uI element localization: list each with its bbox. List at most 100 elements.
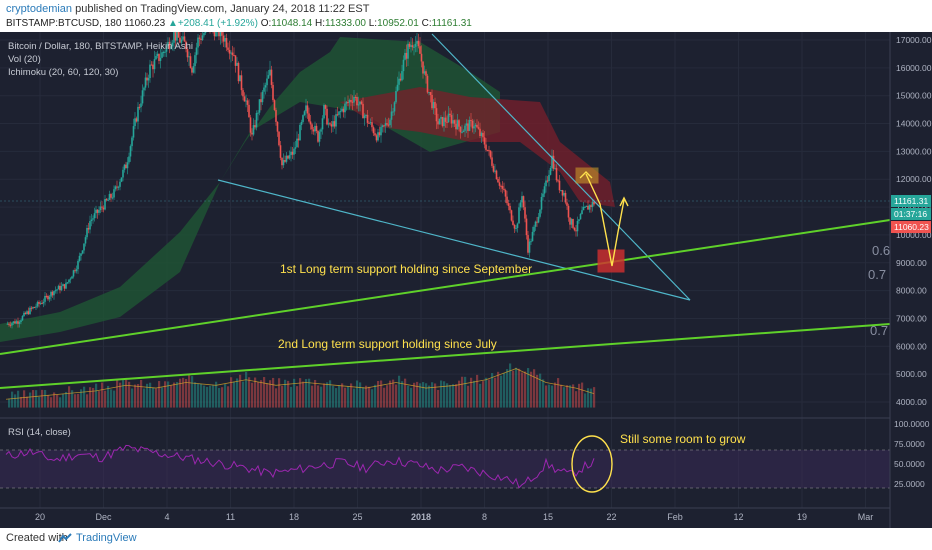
candle-body (588, 205, 591, 210)
candle-body (540, 196, 543, 210)
candle-body (305, 105, 307, 112)
volume-bar (197, 383, 200, 408)
volume-bar (425, 383, 428, 408)
candle-body (186, 49, 189, 58)
candle-body (330, 124, 333, 127)
candle-body (576, 220, 579, 232)
volume-bar (452, 384, 455, 408)
volume-bar (548, 384, 551, 408)
candle-body (360, 101, 363, 104)
volume-bar (62, 393, 65, 408)
candle-body (92, 218, 94, 220)
chart-area[interactable]: 17000.00 16000.00 15000.00 14000.00 13000.00… (0, 32, 932, 528)
candle-body (198, 37, 201, 39)
candle-body (590, 205, 592, 207)
volume-bar (572, 384, 575, 408)
candle-body (335, 114, 337, 127)
volume-bar (23, 390, 26, 408)
volume-bar (188, 375, 191, 408)
rsi-line (5, 444, 595, 489)
candle-body (272, 84, 274, 101)
candle-body (143, 87, 145, 91)
volume-bar (65, 391, 68, 408)
publish-info: cryptodemian published on TradingView.co… (6, 3, 369, 15)
volume-bar (428, 385, 431, 408)
candle-body (45, 295, 48, 297)
tradingview-link[interactable]: TradingView (76, 532, 137, 544)
candle-body (473, 126, 475, 129)
candle-body (371, 122, 373, 128)
candle-body (189, 56, 192, 68)
volume-bar (263, 377, 266, 408)
high-value: 11333.00 (325, 18, 366, 29)
candle-body (191, 67, 193, 73)
candle-body (155, 55, 157, 60)
time-tick-label: 19 (797, 512, 807, 522)
candle-body (569, 217, 571, 225)
candle-body (278, 131, 280, 146)
volume-bar (245, 371, 248, 408)
candle-body (167, 41, 169, 46)
volume-bar (119, 382, 122, 408)
annotation-support-2: 2nd Long term support holding since July (278, 337, 497, 351)
candle-body (42, 301, 45, 304)
candle-body (417, 40, 420, 47)
candle-body (363, 115, 366, 119)
author-link[interactable]: cryptodemian (6, 3, 73, 15)
candle-body (344, 103, 346, 113)
candle-body (450, 115, 453, 124)
candle-body (375, 135, 378, 141)
candle-body (485, 144, 487, 150)
candle-body (593, 201, 595, 205)
volume-bar (233, 381, 236, 408)
candle-body (318, 131, 321, 142)
volume-bar (359, 382, 362, 408)
ichimoku-cloud (0, 37, 615, 342)
candle-body (243, 96, 246, 102)
candle-body (204, 32, 207, 34)
candle-body (59, 285, 61, 291)
candle-body (153, 59, 156, 70)
volume-bar (80, 389, 83, 408)
candle-body (467, 123, 469, 131)
chart-canvas[interactable]: 17000.00 16000.00 15000.00 14000.00 13000.00… (0, 32, 932, 528)
volume-bar (383, 387, 386, 408)
badge-timer-bg (891, 208, 931, 220)
volume-bar (152, 387, 155, 408)
volume-bar (476, 374, 479, 408)
grid (0, 32, 890, 508)
volume-bar (161, 387, 164, 408)
volume-bar (125, 379, 128, 408)
candle-body (573, 227, 576, 231)
candle-body (495, 170, 498, 180)
candle-body (267, 75, 270, 79)
candle-body (407, 43, 409, 59)
time-tick-label: 20 (35, 512, 45, 522)
candle-body (459, 126, 462, 133)
candle-body (501, 186, 504, 189)
candle-body (99, 206, 102, 211)
symbol-name[interactable]: BITSTAMP:BTCUSD, 180 (6, 18, 122, 29)
candle-body (14, 321, 16, 324)
candle-body (507, 203, 510, 206)
volume-bar (545, 385, 548, 408)
candle-body (395, 90, 397, 103)
candle-body (44, 295, 46, 302)
candle-body (552, 155, 555, 169)
candle-body (228, 49, 231, 54)
candle-body (405, 52, 408, 59)
candle-body (51, 291, 54, 296)
candle-body (11, 323, 13, 326)
volume-bar (482, 381, 485, 408)
last-price: 11060.23 (124, 18, 166, 29)
time-axis[interactable]: 20 Dec 4 11 18 25 2018 8 15 22 Feb 12 19 Mar (35, 512, 873, 522)
candle-body (102, 207, 105, 210)
volume-bar (560, 384, 563, 408)
candle-body (441, 117, 444, 127)
candle-body (96, 209, 99, 213)
price-axis[interactable]: 17000.00 16000.00 15000.00 14000.00 13000.00… (896, 35, 932, 407)
high-label: H: (315, 18, 325, 29)
candle-body (516, 223, 519, 228)
candle-body (156, 53, 159, 56)
candle-body (431, 94, 433, 109)
